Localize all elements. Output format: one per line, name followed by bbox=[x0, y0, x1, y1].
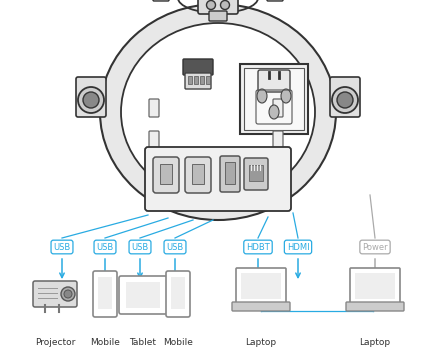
FancyBboxPatch shape bbox=[153, 0, 169, 1]
FancyBboxPatch shape bbox=[329, 77, 359, 117]
FancyBboxPatch shape bbox=[231, 302, 289, 311]
FancyBboxPatch shape bbox=[354, 273, 394, 299]
Circle shape bbox=[78, 87, 104, 113]
Circle shape bbox=[61, 287, 75, 301]
Ellipse shape bbox=[280, 89, 290, 103]
FancyBboxPatch shape bbox=[191, 164, 204, 184]
FancyBboxPatch shape bbox=[224, 162, 234, 184]
FancyBboxPatch shape bbox=[184, 157, 210, 193]
Ellipse shape bbox=[256, 89, 266, 103]
FancyBboxPatch shape bbox=[184, 73, 210, 89]
Text: Projector: Projector bbox=[35, 338, 75, 347]
FancyBboxPatch shape bbox=[349, 268, 399, 304]
FancyBboxPatch shape bbox=[197, 0, 237, 14]
FancyBboxPatch shape bbox=[240, 273, 280, 299]
FancyBboxPatch shape bbox=[149, 99, 159, 117]
FancyBboxPatch shape bbox=[166, 271, 190, 317]
FancyBboxPatch shape bbox=[126, 282, 160, 308]
FancyBboxPatch shape bbox=[200, 76, 204, 84]
Circle shape bbox=[331, 87, 357, 113]
Text: Laptop: Laptop bbox=[245, 338, 276, 347]
FancyBboxPatch shape bbox=[206, 76, 210, 84]
FancyBboxPatch shape bbox=[257, 70, 289, 92]
FancyBboxPatch shape bbox=[194, 76, 197, 84]
FancyBboxPatch shape bbox=[266, 0, 283, 1]
FancyBboxPatch shape bbox=[236, 268, 285, 304]
Ellipse shape bbox=[121, 23, 314, 201]
FancyBboxPatch shape bbox=[145, 147, 290, 211]
Text: HDMI: HDMI bbox=[286, 243, 309, 252]
FancyBboxPatch shape bbox=[187, 76, 191, 84]
FancyBboxPatch shape bbox=[98, 277, 112, 309]
Text: USB: USB bbox=[131, 243, 148, 252]
Circle shape bbox=[206, 0, 215, 9]
Text: Mobile: Mobile bbox=[163, 338, 193, 347]
FancyBboxPatch shape bbox=[76, 77, 106, 117]
Text: USB: USB bbox=[96, 243, 113, 252]
Circle shape bbox=[336, 92, 352, 108]
Text: USB: USB bbox=[53, 243, 70, 252]
FancyBboxPatch shape bbox=[160, 164, 171, 184]
FancyBboxPatch shape bbox=[183, 59, 213, 75]
FancyBboxPatch shape bbox=[345, 302, 403, 311]
FancyBboxPatch shape bbox=[220, 156, 240, 192]
Text: HDBT: HDBT bbox=[246, 243, 269, 252]
FancyBboxPatch shape bbox=[273, 131, 283, 149]
Text: Laptop: Laptop bbox=[358, 338, 390, 347]
FancyBboxPatch shape bbox=[248, 165, 263, 181]
FancyBboxPatch shape bbox=[33, 281, 77, 307]
FancyBboxPatch shape bbox=[153, 157, 178, 193]
Text: Mobile: Mobile bbox=[90, 338, 120, 347]
FancyBboxPatch shape bbox=[171, 277, 184, 309]
Circle shape bbox=[83, 92, 99, 108]
FancyBboxPatch shape bbox=[240, 64, 307, 134]
FancyBboxPatch shape bbox=[243, 68, 303, 130]
Ellipse shape bbox=[100, 4, 335, 220]
Text: Power: Power bbox=[362, 243, 387, 252]
Text: USB: USB bbox=[166, 243, 183, 252]
Circle shape bbox=[64, 290, 72, 298]
Ellipse shape bbox=[268, 105, 278, 119]
Text: Tablet: Tablet bbox=[129, 338, 156, 347]
FancyBboxPatch shape bbox=[93, 271, 117, 317]
FancyBboxPatch shape bbox=[243, 158, 267, 190]
Circle shape bbox=[220, 0, 229, 9]
FancyBboxPatch shape bbox=[149, 131, 159, 149]
FancyBboxPatch shape bbox=[119, 276, 167, 314]
FancyBboxPatch shape bbox=[208, 11, 227, 21]
FancyBboxPatch shape bbox=[273, 99, 283, 117]
